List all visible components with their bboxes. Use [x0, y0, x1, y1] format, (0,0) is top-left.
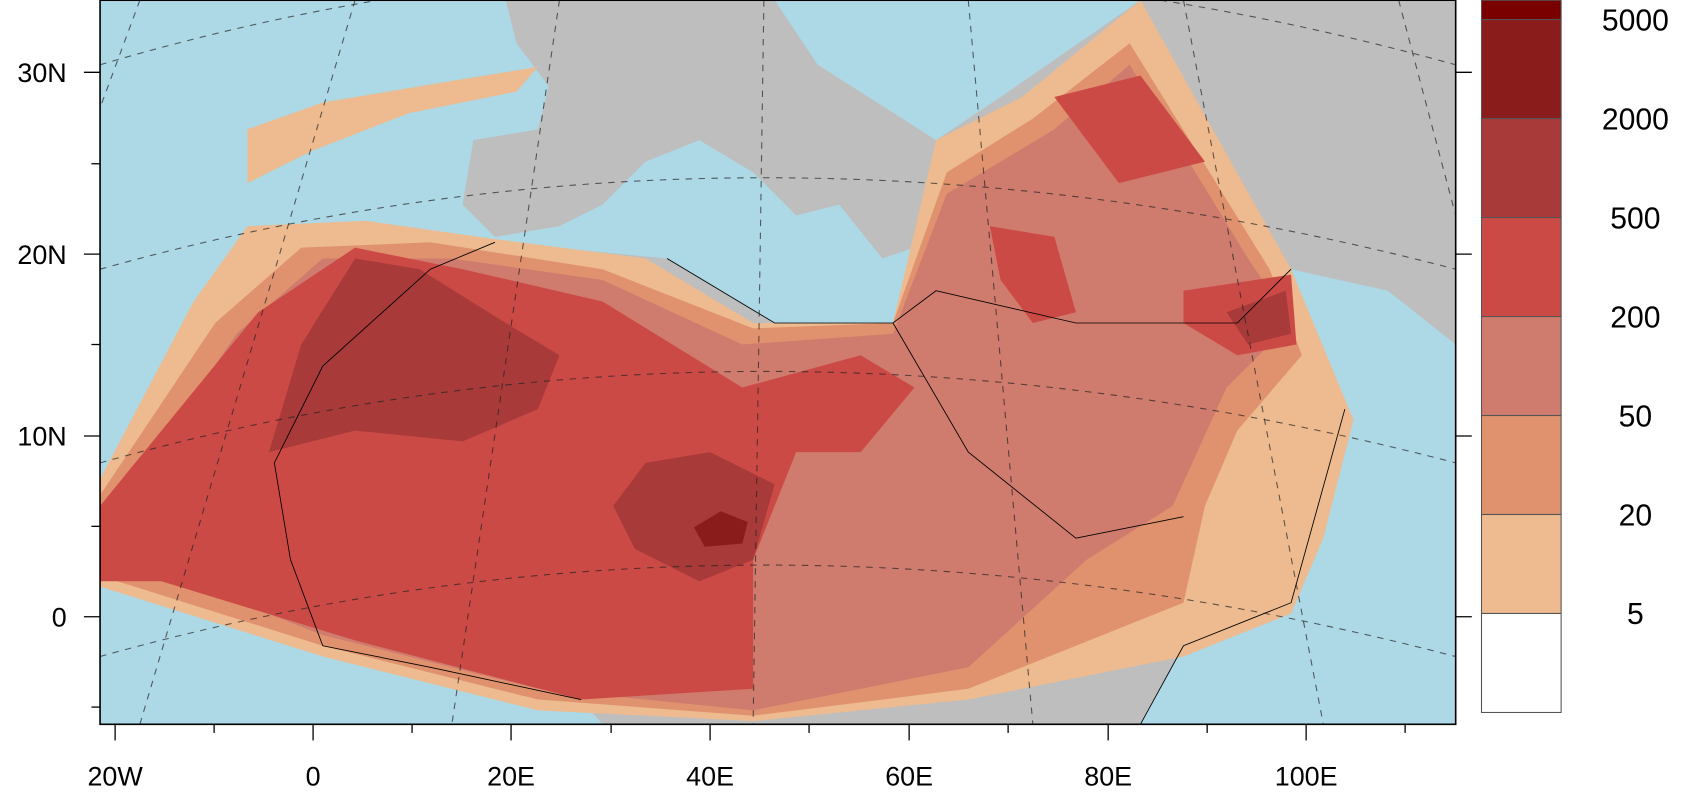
- dust-500-2000: [268, 258, 560, 453]
- map-area: [100, 0, 1456, 725]
- axis-ticks: [83, 71, 1472, 741]
- dust-500-2000: [613, 452, 775, 582]
- colorbar-label: 20: [1619, 499, 1653, 532]
- colorbar-label: 5: [1627, 598, 1644, 631]
- plot-frame: [99, 0, 1457, 726]
- colorbar-box: [1480, 118, 1562, 219]
- colorbar-box: [1480, 513, 1562, 615]
- x-tick-label: 20E: [487, 762, 535, 792]
- colorbar-box: [1480, 217, 1562, 318]
- dust-200-500: [1054, 75, 1205, 184]
- dust-2000-5000: [693, 511, 748, 547]
- y-tick-label: 10N: [17, 422, 66, 452]
- y-tick-label: 30N: [17, 58, 66, 88]
- colorbar-label: 50: [1619, 400, 1653, 433]
- x-tick-label: 40E: [686, 762, 734, 792]
- colorbar-label: 5000: [1602, 4, 1669, 37]
- coastline: [273, 241, 1346, 725]
- x-axis-labels: 20W 0 20E 40E 60E 80E 100E: [87, 762, 1337, 792]
- dust-5-20: [247, 66, 538, 184]
- colorbar-labels: 5000 2000 500 200 50 20 5: [1602, 4, 1669, 631]
- x-tick-label: 60E: [885, 762, 933, 792]
- graticule: [100, 0, 1456, 725]
- y-tick-label: 20N: [17, 240, 66, 270]
- x-tick-label: 80E: [1084, 762, 1132, 792]
- dust-200-500: [989, 226, 1076, 323]
- colorbar-box: [1480, 612, 1562, 714]
- colorbar-box: [1480, 414, 1562, 516]
- colorbar-label: 500: [1610, 202, 1660, 235]
- dust-500-2000: [1226, 290, 1292, 345]
- colorbar: [1480, 0, 1562, 714]
- x-tick-label: 20W: [87, 762, 143, 792]
- colorbar-label: 2000: [1602, 103, 1669, 136]
- colorbar-box: [1480, 19, 1562, 120]
- y-tick-label: 0: [52, 602, 67, 632]
- colorbar-box: [1480, 316, 1562, 417]
- x-tick-label: 100E: [1275, 762, 1338, 792]
- x-tick-label: 0: [306, 762, 321, 792]
- colorbar-label: 200: [1610, 301, 1660, 334]
- colorbar-box: [1480, 0, 1562, 21]
- y-axis-labels: 30N 20N 10N 0: [17, 58, 66, 632]
